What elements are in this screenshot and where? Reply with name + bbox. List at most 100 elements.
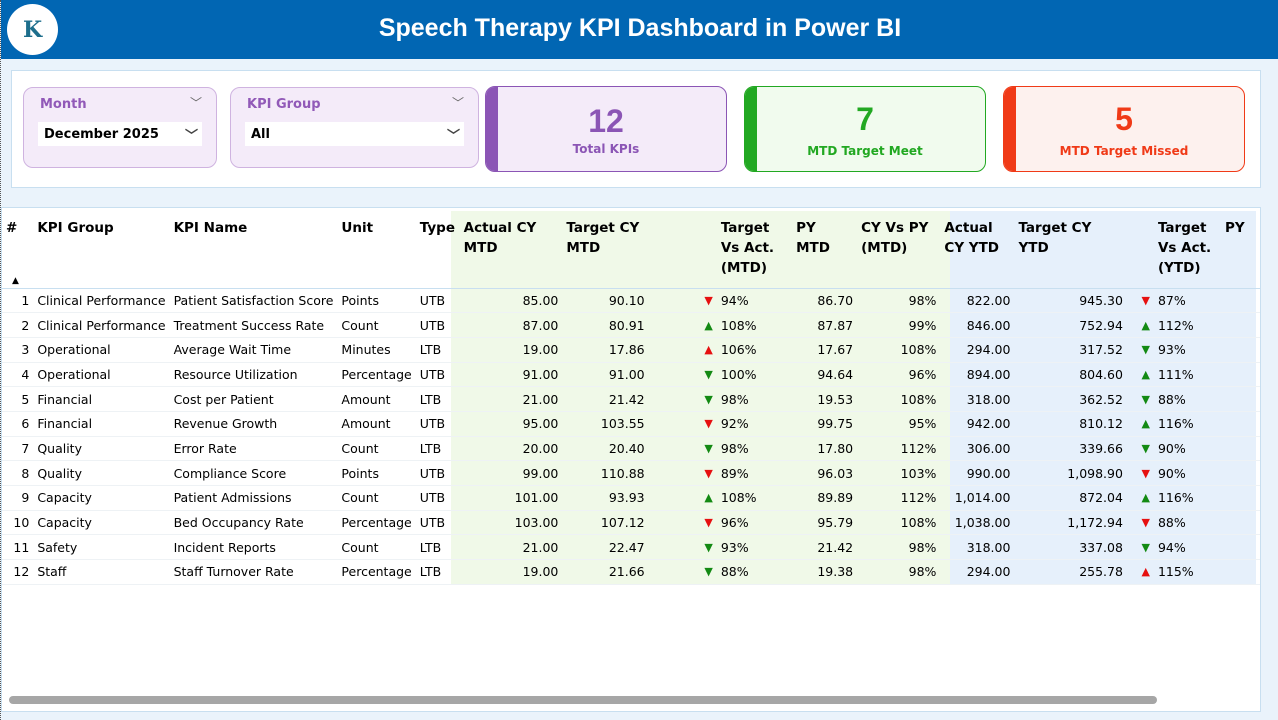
column-header[interactable]: Target CY MTD bbox=[562, 211, 649, 289]
chevron-down-icon[interactable]: ﹀ bbox=[451, 96, 464, 110]
column-header[interactable]: Target CY YTD bbox=[1014, 211, 1127, 289]
column-header[interactable]: Type bbox=[415, 211, 460, 289]
table-cell: 100% bbox=[716, 362, 793, 388]
table-cell: 318.00 bbox=[940, 534, 1015, 561]
table-cell: UTB bbox=[415, 288, 460, 314]
column-header[interactable]: PY MTD bbox=[792, 211, 858, 289]
table-row[interactable]: 4 Operational Resource Utilization Percenta… bbox=[2, 362, 1260, 388]
table-cell: 115% bbox=[1153, 559, 1221, 585]
kpi-group-slicer[interactable]: KPI Group ﹀ All ﹀ bbox=[230, 87, 479, 168]
table-row[interactable]: 1 Clinical Performance Patient Satisfactio… bbox=[2, 288, 1260, 314]
table-cell: 4 bbox=[2, 362, 34, 388]
triangle-up-icon: ▲ bbox=[1126, 485, 1154, 511]
table-cell: 6 bbox=[2, 411, 34, 437]
sort-ascending-icon[interactable]: ▲ bbox=[12, 276, 19, 286]
table-cell: Error Rate bbox=[169, 436, 338, 462]
triangle-down-icon: ▼ bbox=[648, 534, 717, 561]
triangle-down-icon: ▼ bbox=[1126, 436, 1154, 462]
table-cell: Cost per Patient bbox=[169, 386, 338, 412]
table-row[interactable]: 6 Financial Revenue Growth Amount UTB 95.00 10… bbox=[2, 411, 1260, 437]
table-cell: Clinical Performance bbox=[33, 312, 170, 338]
column-header[interactable]: Actual CY MTD bbox=[459, 211, 563, 289]
table-cell: 112% bbox=[857, 485, 941, 511]
triangle-down-icon: ▼ bbox=[648, 559, 717, 585]
column-header[interactable]: Target Vs Act. (MTD) bbox=[716, 211, 793, 289]
table-cell: Quality bbox=[33, 460, 170, 486]
table-cell: 21.42 bbox=[562, 386, 649, 412]
kpi-table: # ▲ KPI Group KPI Name Unit Type Actual CY MTD… bbox=[1, 207, 1261, 712]
table-cell: 98% bbox=[716, 436, 793, 462]
column-header[interactable]: Unit bbox=[337, 211, 416, 289]
table-cell: UTB bbox=[415, 312, 460, 338]
table-cell: 99.00 bbox=[459, 460, 563, 486]
table-row[interactable]: 8 Quality Compliance Score Points UTB 99.00 11… bbox=[2, 460, 1260, 486]
table-cell: 942.00 bbox=[940, 411, 1015, 437]
page-title: Speech Therapy KPI Dashboard in Power BI bbox=[378, 14, 902, 42]
table-cell: 1,172.94 bbox=[1014, 510, 1127, 536]
triangle-down-icon: ▼ bbox=[648, 460, 717, 486]
triangle-down-icon: ▼ bbox=[648, 436, 717, 462]
table-cell: 8 bbox=[2, 460, 34, 486]
table-cell: 20.40 bbox=[562, 436, 649, 462]
table-cell: 90% bbox=[1153, 436, 1221, 462]
card-label: Total KPIs bbox=[572, 142, 640, 156]
table-row[interactable]: 10 Capacity Bed Occupancy Rate Percentage UT… bbox=[2, 510, 1260, 536]
table-cell: 96% bbox=[716, 510, 793, 536]
table-cell: Points bbox=[337, 288, 416, 314]
table-cell: Financial bbox=[33, 411, 170, 437]
table-cell: UTB bbox=[415, 485, 460, 511]
table-cell: 21.42 bbox=[792, 534, 858, 561]
triangle-down-icon: ▼ bbox=[648, 510, 717, 536]
triangle-up-icon: ▲ bbox=[648, 337, 717, 363]
table-cell: LTB bbox=[415, 436, 460, 462]
column-header[interactable] bbox=[1126, 211, 1154, 289]
table-cell: Financial bbox=[33, 386, 170, 412]
card-value: 12 bbox=[588, 103, 624, 139]
table-cell: Staff Turnover Rate bbox=[169, 559, 338, 585]
table-cell: 255.78 bbox=[1014, 559, 1127, 585]
card-value: 5 bbox=[1115, 101, 1133, 137]
table-cell: 93.93 bbox=[562, 485, 649, 511]
table-row[interactable]: 12 Staff Staff Turnover Rate Percentage LTB 1… bbox=[2, 559, 1260, 585]
column-header[interactable] bbox=[648, 211, 717, 289]
column-header[interactable]: KPI Name bbox=[169, 211, 338, 289]
table-row[interactable]: 7 Quality Error Rate Count LTB 20.00 20.40 ▼ 98%… bbox=[2, 436, 1260, 462]
table-cell: LTB bbox=[415, 534, 460, 561]
table-cell: 98% bbox=[857, 534, 941, 561]
table-cell: Treatment Success Rate bbox=[169, 312, 338, 338]
table-cell: Safety bbox=[33, 534, 170, 561]
table-cell: UTB bbox=[415, 411, 460, 437]
triangle-down-icon: ▼ bbox=[648, 411, 717, 437]
column-header[interactable]: Actual CY YTD bbox=[940, 211, 1015, 289]
table-cell: 810.12 bbox=[1014, 411, 1127, 437]
triangle-up-icon: ▲ bbox=[1126, 312, 1154, 338]
table-cell: 112% bbox=[1153, 312, 1221, 338]
table-row[interactable]: 9 Capacity Patient Admissions Count UTB 101.0… bbox=[2, 485, 1260, 511]
table-cell: Quality bbox=[33, 436, 170, 462]
chevron-down-icon: ﹀ bbox=[184, 129, 198, 144]
kpi-group-dropdown[interactable]: All ﹀ bbox=[245, 122, 464, 146]
column-header[interactable]: KPI Group bbox=[33, 211, 170, 289]
table-row[interactable]: 3 Operational Average Wait Time Minutes LTB 1… bbox=[2, 337, 1260, 363]
month-slicer[interactable]: Month ﹀ December 2025 ﹀ bbox=[23, 87, 217, 168]
month-dropdown[interactable]: December 2025 ﹀ bbox=[38, 122, 202, 146]
column-header[interactable]: CY Vs PY (MTD) bbox=[857, 211, 941, 289]
column-header[interactable]: Target Vs Act. (YTD) bbox=[1153, 211, 1221, 289]
table-cell: 17.86 bbox=[562, 337, 649, 363]
column-header[interactable]: # ▲ bbox=[2, 211, 34, 289]
column-header[interactable]: PY bbox=[1220, 211, 1260, 289]
card-label: MTD Target Meet bbox=[807, 144, 923, 158]
table-cell: Percentage bbox=[337, 362, 416, 388]
table-cell: 1 bbox=[2, 288, 34, 314]
triangle-up-icon: ▲ bbox=[1126, 411, 1154, 437]
table-cell: Count bbox=[337, 436, 416, 462]
table-row[interactable]: 5 Financial Cost per Patient Amount LTB 21.00… bbox=[2, 386, 1260, 412]
chevron-down-icon[interactable]: ﹀ bbox=[189, 96, 202, 110]
table-row[interactable]: 11 Safety Incident Reports Count LTB 21.00 22.… bbox=[2, 534, 1260, 561]
table-cell: UTB bbox=[415, 362, 460, 388]
table-cell: Percentage bbox=[337, 559, 416, 585]
table-cell: 20.00 bbox=[459, 436, 563, 462]
horizontal-scrollbar[interactable] bbox=[9, 696, 1157, 704]
triangle-up-icon: ▲ bbox=[1126, 559, 1154, 585]
table-row[interactable]: 2 Clinical Performance Treatment Success R… bbox=[2, 312, 1260, 338]
